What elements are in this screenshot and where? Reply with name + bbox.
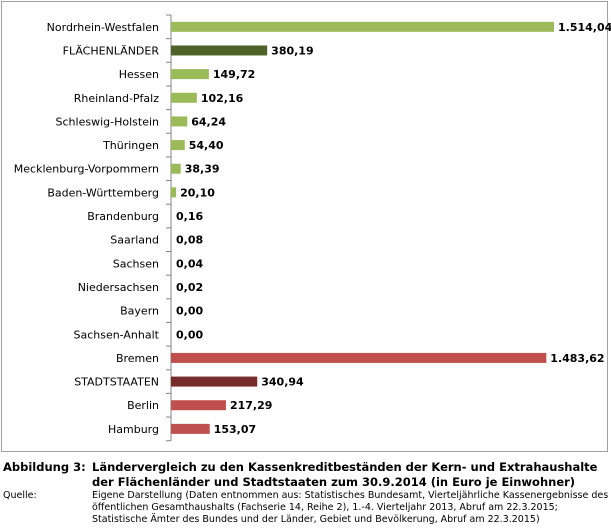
data-label: 0,02 bbox=[176, 281, 203, 294]
category-label: STADTSTAATEN bbox=[74, 376, 159, 389]
source-text: Eigene Darstellung (Daten entnommen aus:… bbox=[92, 490, 609, 525]
category-label: Hessen bbox=[119, 68, 159, 81]
data-label: 20,10 bbox=[180, 186, 215, 199]
data-label: 0,08 bbox=[176, 234, 203, 247]
data-label: 0,00 bbox=[176, 305, 203, 318]
bar bbox=[171, 69, 209, 80]
figure-caption: Abbildung 3: Ländervergleich zu den Kass… bbox=[3, 460, 609, 526]
caption-title: Ländervergleich zu den Kassenkreditbestä… bbox=[92, 460, 598, 489]
category-label: Rheinland-Pfalz bbox=[74, 92, 159, 105]
category-label: Nordrhein-Westfalen bbox=[47, 21, 159, 34]
chart-frame bbox=[1, 1, 608, 452]
bar bbox=[171, 352, 547, 363]
category-label: Bremen bbox=[116, 352, 159, 365]
data-label: 0,04 bbox=[176, 257, 203, 270]
caption-label: Abbildung 3: bbox=[3, 460, 86, 474]
bar bbox=[171, 376, 258, 387]
bar bbox=[171, 21, 554, 32]
bar bbox=[171, 45, 268, 56]
data-label: 1.514,04 bbox=[558, 21, 611, 34]
category-label: FLÄCHENLÄNDER bbox=[63, 44, 160, 57]
category-label: Baden-Württemberg bbox=[47, 186, 159, 199]
category-label: Thüringen bbox=[102, 139, 159, 152]
data-label: 38,39 bbox=[185, 163, 220, 176]
category-label: Sachsen-Anhalt bbox=[73, 328, 159, 341]
bar bbox=[171, 423, 210, 434]
data-label: 153,07 bbox=[214, 423, 256, 436]
category-label: Brandenburg bbox=[87, 210, 159, 223]
bar bbox=[171, 116, 188, 127]
category-label: Bayern bbox=[120, 305, 159, 318]
bar-chart: Nordrhein-Westfalen 1.514,04 FLÄCHENLÄNDER… bbox=[14, 14, 611, 442]
data-label: 0,00 bbox=[176, 328, 203, 341]
bar bbox=[171, 187, 177, 198]
data-label: 217,29 bbox=[230, 399, 272, 412]
data-label: 64,24 bbox=[191, 115, 226, 128]
bar bbox=[171, 92, 197, 103]
bar bbox=[171, 163, 181, 174]
source-label: Quelle: bbox=[3, 490, 37, 501]
data-label: 340,94 bbox=[261, 376, 304, 389]
category-label: Saarland bbox=[110, 234, 159, 247]
bar bbox=[171, 400, 226, 411]
category-label: Hamburg bbox=[108, 423, 159, 436]
data-label: 54,40 bbox=[189, 139, 224, 152]
data-label: 149,72 bbox=[213, 68, 255, 81]
category-label: Sachsen bbox=[113, 257, 159, 270]
data-label: 0,16 bbox=[176, 210, 203, 223]
category-label: Schleswig-Holstein bbox=[56, 115, 159, 128]
data-label: 1.483,62 bbox=[550, 352, 604, 365]
category-label: Mecklenburg-Vorpommern bbox=[14, 163, 159, 176]
category-label: Berlin bbox=[127, 399, 159, 412]
data-label: 380,19 bbox=[271, 44, 313, 57]
bar bbox=[171, 140, 185, 151]
category-label: Niedersachsen bbox=[78, 281, 159, 294]
data-label: 102,16 bbox=[201, 92, 244, 105]
